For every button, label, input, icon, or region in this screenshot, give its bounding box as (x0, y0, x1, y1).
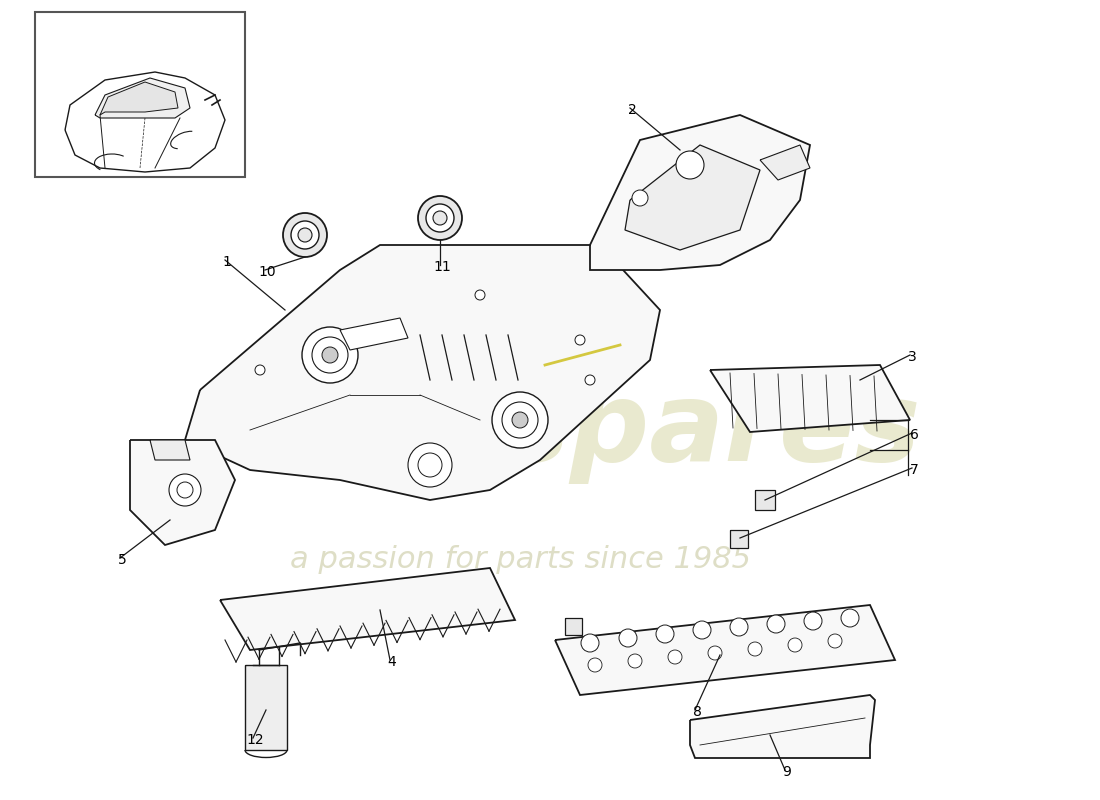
PathPatch shape (760, 145, 810, 180)
Circle shape (302, 327, 358, 383)
Circle shape (433, 211, 447, 225)
PathPatch shape (690, 695, 875, 758)
Circle shape (842, 609, 859, 627)
Circle shape (502, 402, 538, 438)
PathPatch shape (565, 618, 582, 635)
Circle shape (475, 290, 485, 300)
Circle shape (748, 642, 762, 656)
Circle shape (292, 221, 319, 249)
Text: eurospares: eurospares (219, 377, 922, 483)
Text: 3: 3 (908, 350, 916, 364)
Circle shape (312, 337, 348, 373)
Bar (35, 12, 245, 177)
PathPatch shape (755, 490, 775, 510)
Circle shape (298, 228, 312, 242)
PathPatch shape (245, 665, 287, 750)
Circle shape (255, 365, 265, 375)
Circle shape (730, 618, 748, 636)
PathPatch shape (590, 115, 810, 270)
Circle shape (804, 612, 822, 630)
Text: 6: 6 (910, 428, 918, 442)
Circle shape (788, 638, 802, 652)
Circle shape (656, 625, 674, 643)
Circle shape (632, 190, 648, 206)
Circle shape (581, 634, 600, 652)
PathPatch shape (185, 245, 660, 500)
Circle shape (693, 621, 711, 639)
Circle shape (512, 412, 528, 428)
Circle shape (177, 482, 192, 498)
Circle shape (676, 151, 704, 179)
Text: 4: 4 (387, 655, 396, 669)
Circle shape (828, 634, 842, 648)
Text: 1: 1 (222, 255, 231, 269)
Text: 5: 5 (118, 553, 127, 567)
Text: 9: 9 (782, 765, 791, 779)
Circle shape (588, 658, 602, 672)
Circle shape (283, 213, 327, 257)
Circle shape (408, 443, 452, 487)
Text: 2: 2 (628, 103, 637, 117)
Circle shape (492, 392, 548, 448)
Circle shape (628, 654, 642, 668)
Text: a passion for parts since 1985: a passion for parts since 1985 (289, 546, 750, 574)
Circle shape (426, 204, 454, 232)
Circle shape (418, 453, 442, 477)
PathPatch shape (710, 365, 910, 432)
Circle shape (322, 347, 338, 363)
Text: 7: 7 (910, 463, 918, 477)
Text: 11: 11 (433, 260, 451, 274)
Circle shape (585, 375, 595, 385)
Text: 10: 10 (258, 265, 276, 279)
Text: 12: 12 (246, 733, 264, 747)
PathPatch shape (730, 530, 748, 548)
PathPatch shape (556, 605, 895, 695)
Circle shape (575, 335, 585, 345)
Circle shape (418, 196, 462, 240)
Circle shape (619, 629, 637, 647)
PathPatch shape (150, 440, 190, 460)
PathPatch shape (100, 82, 178, 115)
Circle shape (668, 650, 682, 664)
PathPatch shape (95, 78, 190, 118)
PathPatch shape (340, 318, 408, 350)
Text: 8: 8 (693, 705, 702, 719)
Circle shape (767, 615, 785, 633)
PathPatch shape (220, 568, 515, 650)
Circle shape (169, 474, 201, 506)
PathPatch shape (65, 72, 226, 172)
Circle shape (708, 646, 722, 660)
PathPatch shape (130, 440, 235, 545)
PathPatch shape (625, 145, 760, 250)
